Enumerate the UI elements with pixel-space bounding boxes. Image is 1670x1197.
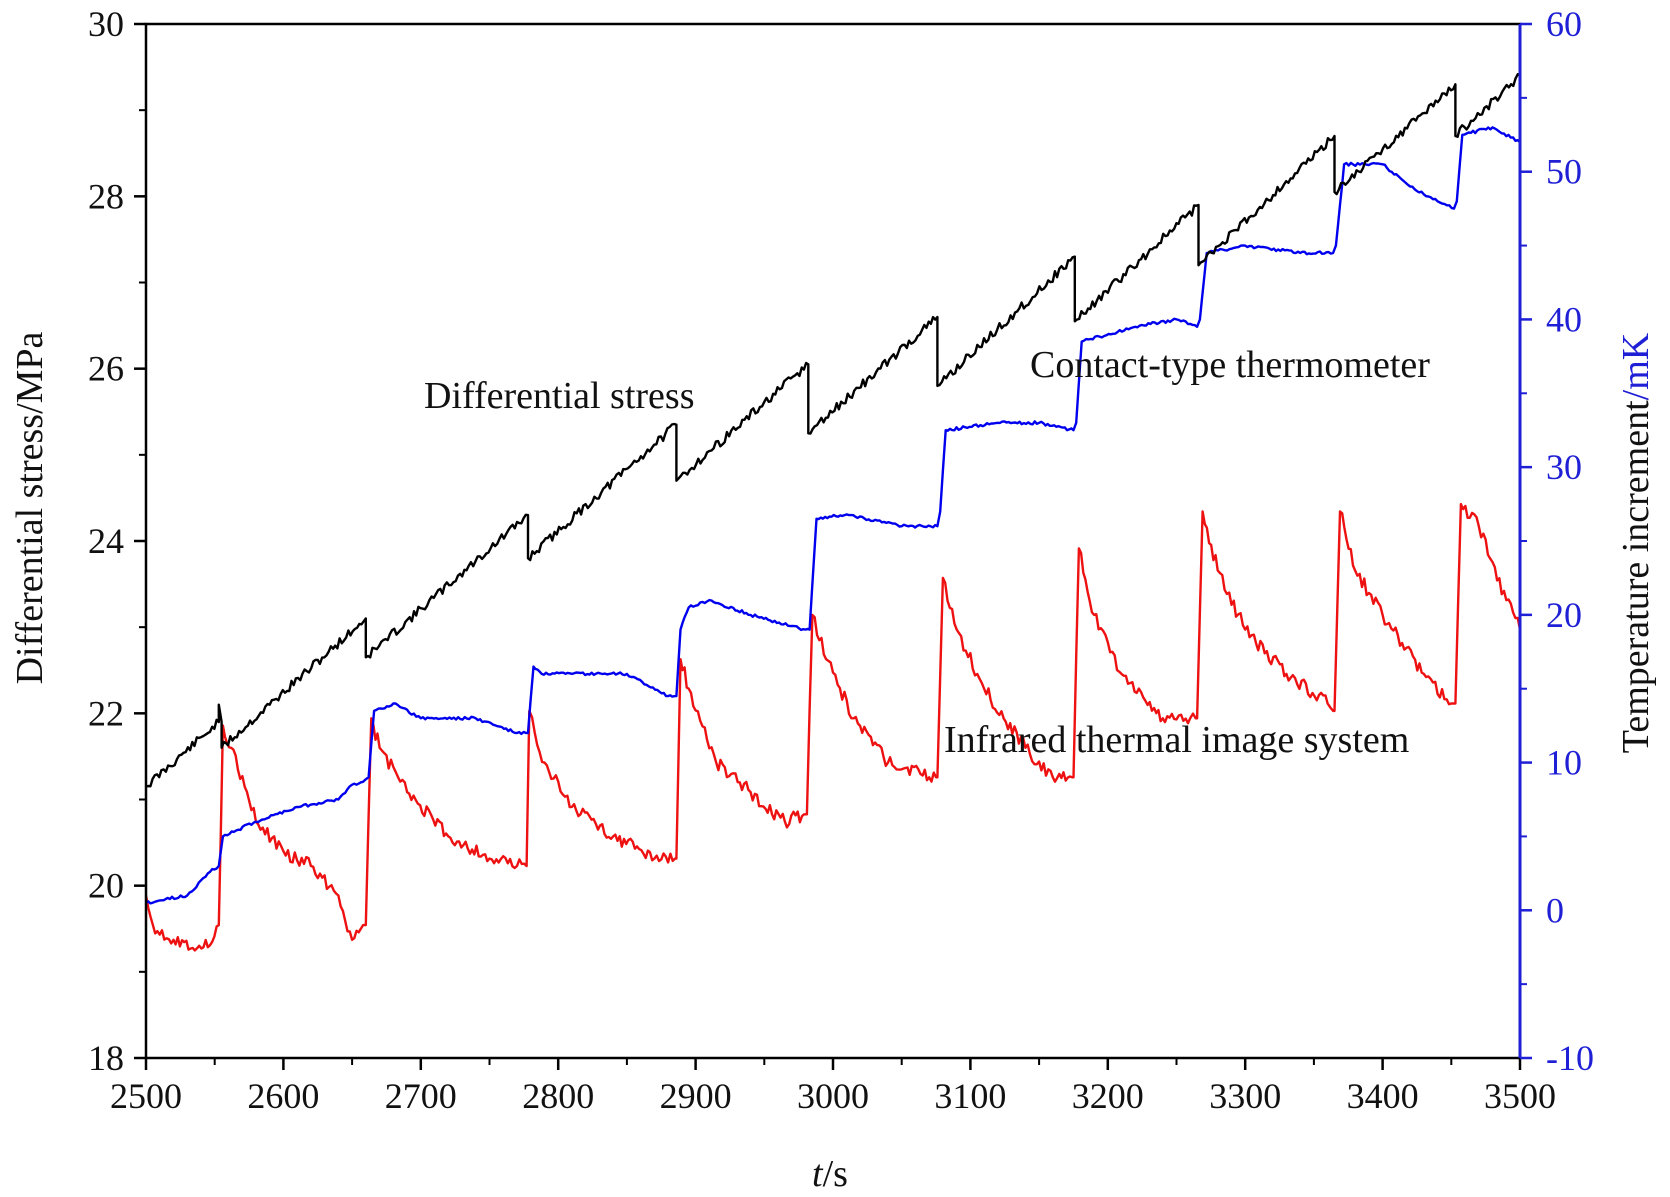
y-left-tick-label: 20 (88, 866, 124, 906)
x-tick-label: 2500 (110, 1076, 182, 1116)
y-axis-right-title-main: Temperature increment (1615, 400, 1657, 753)
x-axis-title-variable: t (812, 1153, 824, 1195)
x-tick-label: 2600 (247, 1076, 319, 1116)
x-tick-label: 2800 (522, 1076, 594, 1116)
x-tick-label: 3100 (934, 1076, 1006, 1116)
x-tick-label: 3200 (1072, 1076, 1144, 1116)
y-axis-right-title-unit: /mK (1615, 332, 1657, 400)
series-contact-thermometer-line (145, 126, 1521, 905)
annotation-contact-type-thermometer: Contact-type thermometer (1030, 344, 1430, 386)
y-axis-left-title: Differential stress/MPa (9, 331, 51, 684)
series-differential-stress-line (145, 73, 1521, 788)
x-axis-title-unit: /s (823, 1153, 848, 1195)
y-right-tick-label: 20 (1546, 595, 1582, 635)
plot-frame (144, 22, 1522, 1060)
y-left-tick-label: 30 (88, 4, 124, 44)
ticks (134, 22, 1532, 1070)
y-right-tick-label: 40 (1546, 299, 1582, 339)
x-tick-label: 3400 (1347, 1076, 1419, 1116)
y-left-tick-label: 24 (88, 521, 124, 561)
y-left-tick-label: 18 (88, 1038, 124, 1078)
x-tick-label: 3000 (797, 1076, 869, 1116)
x-tick-label: 2900 (660, 1076, 732, 1116)
y-right-tick-label: 0 (1546, 890, 1564, 930)
y-left-tick-label: 28 (88, 176, 124, 216)
x-axis-title: t/s (812, 1153, 848, 1195)
x-tick-label: 2700 (385, 1076, 457, 1116)
y-right-tick-label: 10 (1546, 743, 1582, 783)
x-tick-label: 3500 (1484, 1076, 1556, 1116)
y-right-tick-label: -10 (1546, 1038, 1594, 1078)
annotation-infrared-thermal-image-system: Infrared thermal image system (944, 719, 1409, 761)
y-left-tick-label: 22 (88, 693, 124, 733)
annotation-differential-stress: Differential stress (424, 375, 695, 417)
y-axis-right-title: Temperature increment/mK (1615, 332, 1657, 753)
x-tick-label: 3300 (1209, 1076, 1281, 1116)
y-right-tick-label: 50 (1546, 152, 1582, 192)
series-infrared-line (144, 502, 1522, 952)
y-right-tick-label: 30 (1546, 447, 1582, 487)
y-left-tick-label: 26 (88, 349, 124, 389)
tick-labels: 2500 2600 2700 2800 2900 3000 3100 3200 3300 3400… (88, 4, 1594, 1116)
plot-lines (144, 73, 1522, 952)
y-right-tick-label: 60 (1546, 4, 1582, 44)
